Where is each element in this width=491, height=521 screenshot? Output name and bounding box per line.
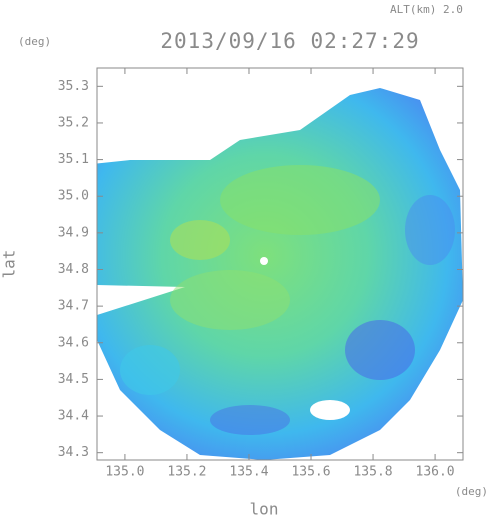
radar-echo xyxy=(97,88,463,460)
y-tick-label: 34.8 xyxy=(58,262,89,277)
y-tick-label: 34.4 xyxy=(58,409,89,424)
altitude-label: ALT(km) 2.0 xyxy=(390,3,463,16)
y-tick-label: 35.2 xyxy=(58,115,89,130)
y-tick-label: 35.0 xyxy=(58,189,89,204)
y-tick-label: 34.9 xyxy=(58,225,89,240)
x-tick-label: 135.6 xyxy=(291,465,330,480)
y-tick-label: 34.6 xyxy=(58,335,89,350)
x-unit: (deg) xyxy=(455,485,488,498)
y-tick-label: 34.3 xyxy=(58,445,89,460)
x-tick-label: 136.0 xyxy=(416,465,455,480)
y-unit: (deg) xyxy=(18,35,51,48)
x-tick-label: 135.4 xyxy=(229,465,268,480)
x-tick-label: 135.2 xyxy=(167,465,206,480)
x-tick-label: 135.8 xyxy=(353,465,392,480)
timestamp-title: 2013/09/16 02:27:29 xyxy=(160,29,419,53)
y-axis-title: lat xyxy=(0,250,19,279)
y-tick-label: 34.7 xyxy=(58,299,89,314)
y-tick-label: 34.5 xyxy=(58,372,89,387)
y-tick-label: 35.1 xyxy=(58,152,89,167)
plot-frame xyxy=(96,67,464,461)
x-tick-label: 135.0 xyxy=(105,465,144,480)
y-tick-label: 35.3 xyxy=(58,79,89,94)
x-axis-title: lon xyxy=(250,500,279,519)
